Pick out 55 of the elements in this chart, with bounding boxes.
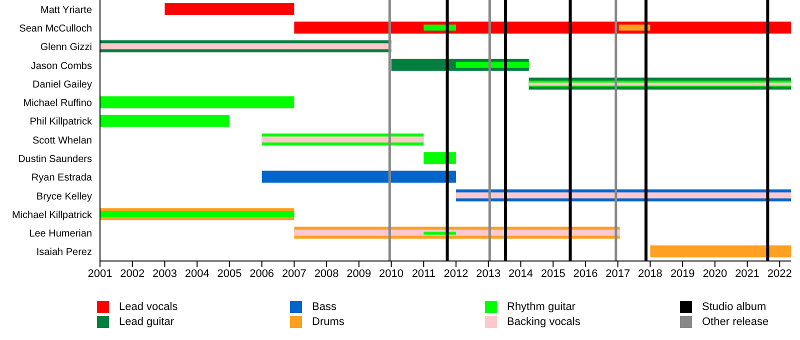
x-tick-label: 2017 bbox=[606, 268, 630, 280]
x-tick-label: 2015 bbox=[540, 268, 566, 280]
x-tick-label: 2013 bbox=[476, 268, 501, 280]
y-tick-label: Jason Combs bbox=[30, 60, 92, 72]
x-tick-label: 2007 bbox=[282, 268, 306, 280]
bar bbox=[424, 24, 456, 31]
legend-label: Rhythm guitar bbox=[507, 300, 576, 312]
bar bbox=[164, 3, 294, 15]
y-tick-label: Isaiah Perez bbox=[36, 247, 92, 258]
x-tick-label: 2003 bbox=[152, 268, 177, 280]
bar bbox=[262, 170, 456, 183]
x-tick-label: 2005 bbox=[217, 268, 242, 280]
bar bbox=[100, 43, 392, 50]
y-tick-label: Dustin Saunders bbox=[18, 154, 92, 166]
legend-label: Bass bbox=[312, 300, 336, 312]
y-tick-label: Scott Whelan bbox=[32, 135, 92, 146]
y-tick-label: Michael Ruffino bbox=[23, 98, 92, 110]
y-tick-label: Michael Killpatrick bbox=[12, 210, 93, 221]
x-tick-label: 2019 bbox=[670, 268, 695, 280]
legend-label: Studio album bbox=[702, 300, 766, 312]
legend-label: Lead vocals bbox=[119, 300, 178, 312]
legend-label: Lead guitar bbox=[119, 316, 174, 328]
y-tick-label: Ryan Estrada bbox=[31, 172, 92, 184]
bar bbox=[294, 230, 620, 236]
y-tick-label: Lee Humerian bbox=[29, 228, 92, 240]
bar bbox=[456, 62, 529, 68]
y-tick-label: Bryce Kelley bbox=[36, 191, 92, 202]
y-tick-label: Phil Killpatrick bbox=[30, 116, 93, 128]
bar bbox=[262, 136, 424, 142]
x-tick-label: 2006 bbox=[250, 268, 274, 280]
x-tick-label: 2016 bbox=[573, 268, 598, 280]
x-tick-label: 2008 bbox=[314, 268, 339, 280]
legend-label: Other release bbox=[702, 316, 769, 328]
x-tick-label: 2018 bbox=[638, 268, 662, 280]
x-tick-label: 2009 bbox=[346, 268, 372, 280]
y-tick-label: Daniel Gailey bbox=[32, 79, 92, 90]
y-tick-label: Glenn Gizzi bbox=[40, 42, 92, 54]
bar bbox=[650, 245, 791, 258]
x-tick-label: 2004 bbox=[184, 268, 210, 280]
x-tick-label: 2014 bbox=[508, 268, 533, 280]
bar bbox=[294, 22, 791, 34]
legend-label: Drums bbox=[312, 316, 344, 328]
x-tick-label: 2020 bbox=[702, 268, 728, 280]
legend-label: Backing vocals bbox=[507, 316, 580, 328]
x-tick-label: 2021 bbox=[735, 268, 760, 280]
bar bbox=[456, 192, 791, 198]
x-tick-label: 2010 bbox=[379, 268, 404, 280]
x-tick-label: 2022 bbox=[767, 268, 792, 280]
x-tick-label: 2001 bbox=[88, 268, 112, 280]
y-tick-label: Sean McCulloch bbox=[19, 24, 92, 35]
x-tick-label: 2002 bbox=[120, 268, 145, 280]
x-tick-label: 2011 bbox=[412, 268, 436, 280]
y-tick-label: Matt Yriarte bbox=[40, 4, 92, 16]
bar bbox=[100, 211, 294, 218]
x-tick-label: 2012 bbox=[444, 268, 468, 280]
